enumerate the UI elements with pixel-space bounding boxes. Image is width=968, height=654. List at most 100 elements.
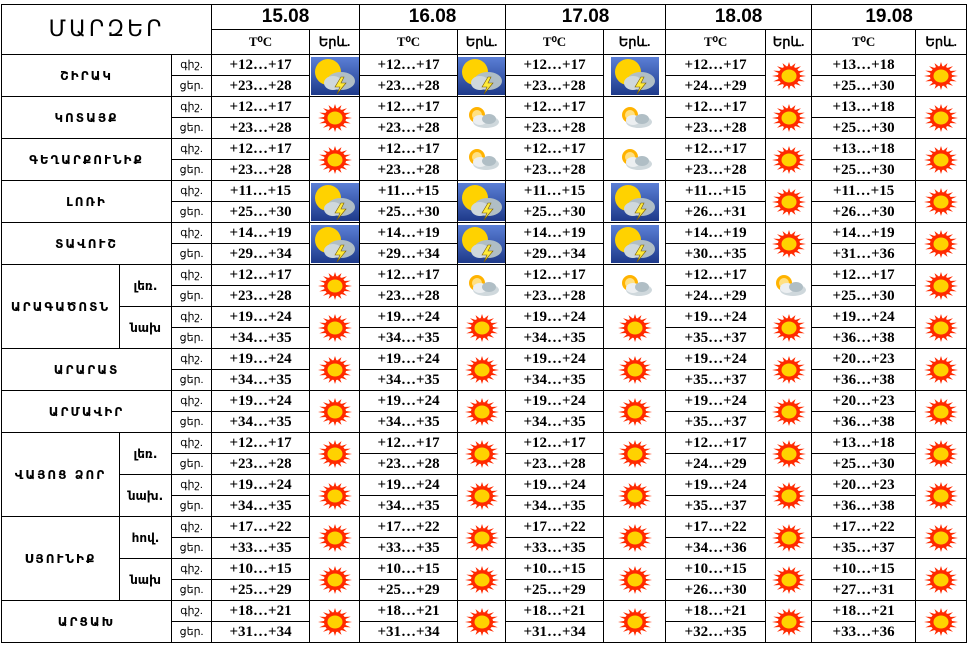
night-label: գիշ. (170, 306, 213, 328)
night-temp: +18…+21 (211, 600, 311, 622)
sun-icon (924, 481, 959, 510)
day-temp: +33…+36 (811, 621, 917, 643)
night-temp: +12…+17 (211, 264, 311, 286)
region-name: ՍՅՈՒՆԻՔ (1, 516, 120, 601)
night-temp: +11…+15 (665, 180, 767, 202)
sun-icon (603, 516, 667, 559)
sun-icon (617, 313, 652, 342)
night-temp: +17…+22 (359, 516, 459, 538)
day-temp: +23…+28 (505, 117, 605, 139)
sun-icon (617, 439, 652, 468)
sun-icon (617, 607, 652, 636)
night-temp: +12…+17 (505, 138, 605, 160)
region-name: ՇԻՐԱԿ (1, 54, 172, 97)
storm-icon (458, 182, 505, 221)
sun-icon (317, 271, 352, 300)
night-temp: +20…+23 (811, 348, 917, 370)
day-label: ցեր. (170, 201, 213, 223)
partly-cloudy-icon (468, 106, 499, 128)
day-label: ցեր. (170, 579, 213, 601)
sun-icon (603, 558, 667, 601)
day-temp: +29…+34 (359, 243, 459, 265)
sun-icon (771, 145, 806, 174)
sun-icon (771, 355, 806, 384)
storm-icon (457, 54, 507, 97)
night-temp: +12…+17 (665, 54, 767, 76)
sun-icon (924, 187, 959, 216)
night-temp: +18…+21 (505, 600, 605, 622)
day-temp: +34…+35 (505, 411, 605, 433)
day-temp: +25…+30 (811, 159, 917, 181)
sun-icon (915, 96, 968, 139)
day-temp: +25…+30 (811, 75, 917, 97)
night-temp: +12…+17 (211, 54, 311, 76)
night-temp: +12…+17 (211, 96, 311, 118)
region-name: ՎԱՅՈՑ ՁՈՐ (1, 432, 120, 517)
table-row: ԱՐՄԱՎԻՐ գիշ. +19…+24 +19…+24 +19…+24 +19…+… (1, 390, 968, 433)
night-label: գիշ. (170, 516, 213, 538)
night-temp: +14…+19 (505, 222, 605, 244)
sun-icon (771, 607, 806, 636)
table-row: ԱՐԱՐԱՏ գիշ. +19…+24 +19…+24 +19…+24 +19…+2… (1, 348, 968, 391)
night-temp: +10…+15 (505, 558, 605, 580)
night-temp: +19…+24 (359, 348, 459, 370)
weather-column-header: Երև. (915, 29, 968, 55)
sun-icon (924, 439, 959, 468)
partly-cloudy-icon (621, 148, 652, 170)
sun-icon (924, 523, 959, 552)
sun-icon (765, 474, 813, 517)
partly-cloudy-icon (775, 274, 806, 296)
sun-icon (765, 180, 813, 223)
day-label: ցեր. (170, 537, 213, 559)
night-label: գիշ. (170, 390, 213, 412)
day-label: ցեր. (170, 285, 213, 307)
region-name: ԱՐՑԱԽ (1, 600, 172, 643)
sun-icon (765, 96, 813, 139)
day-temp: +25…+30 (505, 201, 605, 223)
storm-icon (458, 224, 505, 263)
night-temp: +10…+15 (211, 558, 311, 580)
day-temp: +31…+34 (505, 621, 605, 643)
night-temp: +20…+23 (811, 474, 917, 496)
storm-icon (309, 54, 361, 97)
partly-cloudy-icon (468, 148, 499, 170)
day-temp: +32…+35 (665, 621, 767, 643)
sun-icon (765, 516, 813, 559)
storm-icon (458, 56, 505, 95)
sun-icon (457, 390, 507, 433)
night-label: գիշ. (170, 138, 213, 160)
table-row: ցեր. +34…+35 +34…+35 +34…+35 +35…+37 +36…+38 (2, 327, 967, 349)
night-temp: +19…+24 (211, 474, 311, 496)
sun-icon (603, 348, 667, 391)
weather-column-header: Երև. (765, 29, 813, 55)
region-name: ԿՈՏԱՅՔ (1, 96, 172, 139)
sun-icon (915, 432, 968, 475)
night-temp: +19…+24 (505, 348, 605, 370)
sun-icon (915, 474, 968, 517)
temp-column-header: T⁰C (665, 29, 767, 55)
sun-icon (617, 355, 652, 384)
sun-icon (771, 61, 806, 90)
night-temp: +11…+15 (211, 180, 311, 202)
night-label: գիշ. (170, 96, 213, 118)
storm-icon (603, 54, 667, 97)
night-label: գիշ. (170, 264, 213, 286)
sun-icon (771, 523, 806, 552)
sun-icon (603, 600, 667, 643)
sun-icon (309, 558, 361, 601)
sun-icon (915, 264, 968, 307)
sun-icon (457, 516, 507, 559)
night-temp: +12…+17 (359, 96, 459, 118)
sun-icon (457, 474, 507, 517)
day-temp: +25…+29 (505, 579, 605, 601)
day-temp: +34…+35 (359, 369, 459, 391)
sun-icon (603, 474, 667, 517)
night-temp: +12…+17 (505, 54, 605, 76)
storm-icon (603, 222, 667, 265)
day-temp: +25…+29 (359, 579, 459, 601)
table-row: ԱՐԱԳԱԾՈՏՆ լեռ. գիշ. +12…+17 +12…+17 +12…+17… (1, 264, 968, 349)
date-header: 17.08 (505, 4, 667, 30)
night-temp: +12…+17 (665, 264, 767, 286)
night-temp: +12…+17 (359, 432, 459, 454)
day-temp: +25…+30 (811, 285, 917, 307)
